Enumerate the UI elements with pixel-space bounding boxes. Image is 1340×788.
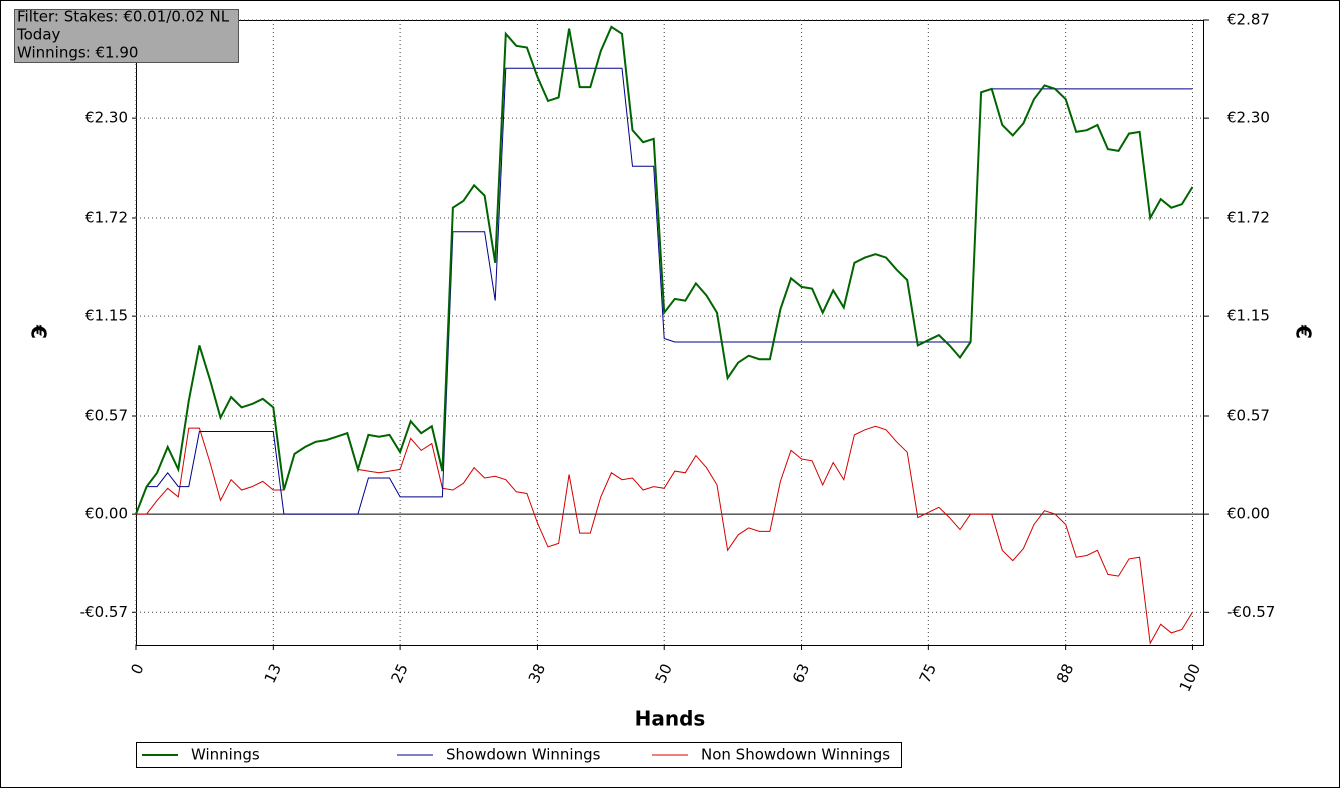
y2-tick-label: €0.57: [1227, 407, 1270, 425]
y2-tick-label: -€0.57: [1227, 603, 1275, 621]
y2-tick-label: €0.00: [1227, 505, 1270, 523]
series-line: [135, 25, 1194, 515]
legend: [136, 742, 902, 768]
info-filter: Filter: Stakes: €0.01/0.02 NL: [17, 8, 230, 26]
y-tick-label: -€0.57: [80, 603, 128, 621]
y2-tick-label: €2.30: [1227, 109, 1270, 127]
info-background: [14, 9, 239, 63]
series-line: [135, 67, 1193, 515]
y-axis-label: €: [27, 324, 51, 339]
y2-tick-label: €1.72: [1227, 209, 1270, 227]
legend-label: Showdown Winnings: [446, 746, 601, 764]
x-axis-label: Hands: [635, 707, 706, 731]
info-period: Today: [16, 26, 61, 44]
y-tick-label: €1.15: [85, 307, 128, 325]
info-winnings: Winnings: €1.90: [17, 44, 138, 62]
y-tick-label: €0.57: [85, 407, 128, 425]
y-tick-label: €1.72: [85, 209, 128, 227]
legend-label: Winnings: [191, 746, 260, 764]
y-tick-label: €2.30: [85, 109, 128, 127]
info-box: Filter: Stakes: €0.01/0.02 NL Today Winn…: [14, 8, 239, 63]
plot-area: [136, 20, 1204, 646]
legend-label: Non Showdown Winnings: [701, 746, 890, 764]
y2-tick-label: €1.15: [1227, 307, 1270, 325]
y-tick-label: €0.00: [85, 505, 128, 523]
y2-axis-label: €: [1292, 324, 1316, 339]
y2-tick-label: €2.87: [1227, 11, 1270, 29]
